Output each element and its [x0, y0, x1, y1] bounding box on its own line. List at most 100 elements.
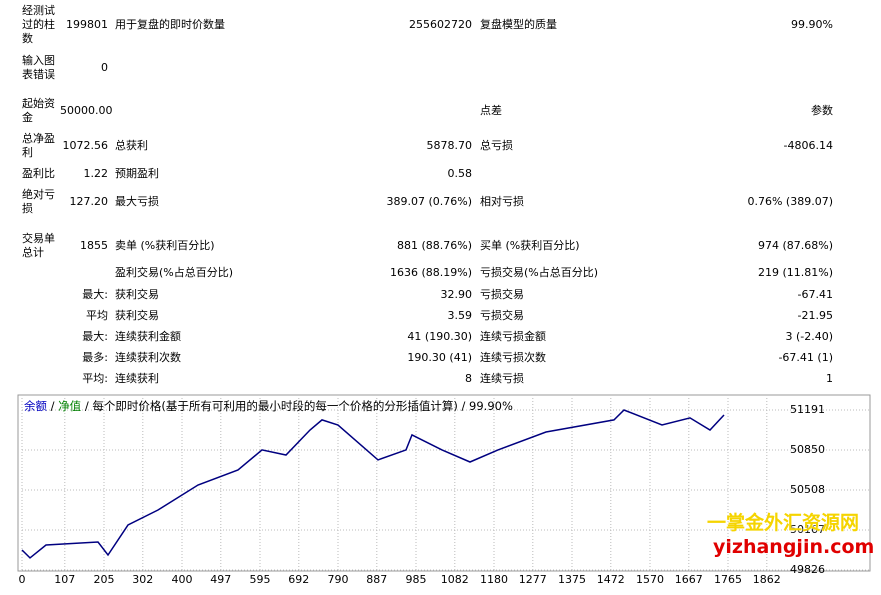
x-tick-label: 1277: [519, 573, 547, 586]
y-tick-label: 51191: [790, 403, 825, 416]
row-value: 最大:: [82, 288, 108, 301]
row-label: 亏损交易: [480, 309, 524, 322]
row-label: 最大亏损: [115, 195, 159, 208]
row-label: 点差: [480, 104, 502, 117]
row-value: -67.41 (1): [778, 351, 833, 364]
row-label: 连续亏损: [480, 372, 524, 385]
row-value: 0.58: [447, 167, 473, 180]
row-value: 平均: [86, 309, 108, 322]
balance-line: [21, 409, 725, 559]
row-value: 8: [465, 372, 472, 385]
x-tick-label: 1765: [714, 573, 742, 586]
row-value: 190.30 (41): [407, 351, 472, 364]
legend-separator: /: [457, 399, 470, 413]
row-label: 总净盈利: [22, 132, 55, 159]
x-tick-label: 1667: [675, 573, 703, 586]
x-tick-label: 1180: [480, 573, 508, 586]
row-value: 平均:: [82, 372, 108, 385]
row-value: 881 (88.76%): [396, 239, 472, 252]
row-label: 用于复盘的即时价数量: [115, 18, 225, 31]
row-value: 199801: [66, 18, 108, 31]
x-tick-label: 302: [132, 573, 153, 586]
row-label: 买单 (%获利百分比): [480, 239, 580, 252]
row-value: 最多:: [82, 351, 108, 364]
row-label: 绝对亏损: [22, 188, 55, 215]
row-label: 盈利交易(%占总百分比): [115, 266, 234, 279]
row-label: 相对亏损: [480, 195, 524, 208]
x-tick-label: 1570: [636, 573, 664, 586]
row-value: 1855: [80, 239, 108, 252]
row-value: 389.07 (0.76%): [386, 195, 472, 208]
row-label: 复盘模型的质量: [480, 18, 557, 31]
row-value: 50000.00: [60, 104, 113, 117]
row-label: 盈利比: [22, 167, 55, 180]
row-label: 输入图表错误: [22, 54, 55, 81]
row-value: 3.59: [447, 309, 473, 322]
x-tick-label: 1375: [558, 573, 586, 586]
x-tick-label: 205: [94, 573, 115, 586]
x-tick-label: 0: [19, 573, 26, 586]
row-label: 连续亏损次数: [480, 351, 546, 364]
row-value: 最大:: [82, 330, 108, 343]
row-label: 连续获利次数: [115, 351, 181, 364]
row-value: 1.22: [83, 167, 109, 180]
row-value: 5878.70: [426, 139, 473, 152]
x-tick-label: 595: [250, 573, 271, 586]
row-value: 1: [826, 372, 833, 385]
row-value: -4806.14: [783, 139, 833, 152]
row-label: 连续获利: [115, 372, 159, 385]
row-label: 预期盈利: [115, 167, 159, 180]
x-tick-label: 1862: [753, 573, 781, 586]
row-label: 亏损交易: [480, 288, 524, 301]
watermark-name: 一掌金外汇资源网: [707, 512, 860, 534]
x-tick-label: 1082: [441, 573, 469, 586]
y-tick-label: 50850: [790, 443, 825, 456]
y-tick-label: 50167: [790, 523, 825, 536]
legend-entry: 净值: [58, 399, 82, 413]
row-label: 总获利: [115, 139, 148, 152]
chart-frame: [17, 394, 871, 572]
x-tick-label: 985: [406, 573, 427, 586]
row-value: -21.95: [797, 309, 833, 322]
x-tick-label: 1472: [597, 573, 625, 586]
row-value: 974 (87.68%): [757, 239, 833, 252]
x-tick-label: 887: [366, 573, 387, 586]
row-value: 255602720: [409, 18, 472, 31]
row-value: 219 (11.81%): [757, 266, 833, 279]
x-tick-label: 497: [210, 573, 231, 586]
legend-separator: /: [47, 399, 59, 413]
row-label: 获利交易: [115, 309, 159, 322]
row-label: 经测试过的柱数: [22, 4, 55, 45]
legend-entry: 每个即时价格(基于所有可利用的最小时段的每一个价格的分形插值计算): [92, 399, 458, 413]
row-value: 99.90%: [791, 18, 833, 31]
row-label: 交易单总计: [22, 232, 55, 259]
legend-entry: 余额: [24, 399, 47, 413]
row-label: 获利交易: [115, 288, 159, 301]
row-value: 1636 (88.19%): [389, 266, 472, 279]
y-tick-label: 49826: [790, 563, 825, 576]
legend-separator: /: [81, 399, 93, 413]
row-label: 亏损交易(%占总百分比): [480, 266, 599, 279]
row-value: 41 (190.30): [407, 330, 472, 343]
row-label: 总亏损: [480, 139, 513, 152]
row-label: 卖单 (%获利百分比): [115, 239, 215, 252]
x-tick-label: 692: [288, 573, 309, 586]
row-label: 连续亏损金额: [480, 330, 546, 343]
row-label: 起始资金: [22, 97, 55, 124]
row-value: 32.90: [440, 288, 473, 301]
row-value: 0: [101, 61, 108, 74]
row-value: -67.41: [797, 288, 833, 301]
watermark-url: yizhangjin.com: [713, 536, 875, 558]
x-tick-label: 790: [328, 573, 349, 586]
row-value: 127.20: [69, 195, 109, 208]
legend-entry: 99.90%: [469, 399, 513, 413]
x-tick-label: 400: [172, 573, 193, 586]
row-label: 连续获利金额: [115, 330, 181, 343]
row-value: 1072.56: [62, 139, 109, 152]
row-value: 0.76% (389.07): [747, 195, 833, 208]
legend: 余额 / 净值 / 每个即时价格(基于所有可利用的最小时段的每一个价格的分形插值…: [24, 398, 513, 414]
row-value: 3 (-2.40): [785, 330, 833, 343]
x-tick-label: 107: [54, 573, 75, 586]
